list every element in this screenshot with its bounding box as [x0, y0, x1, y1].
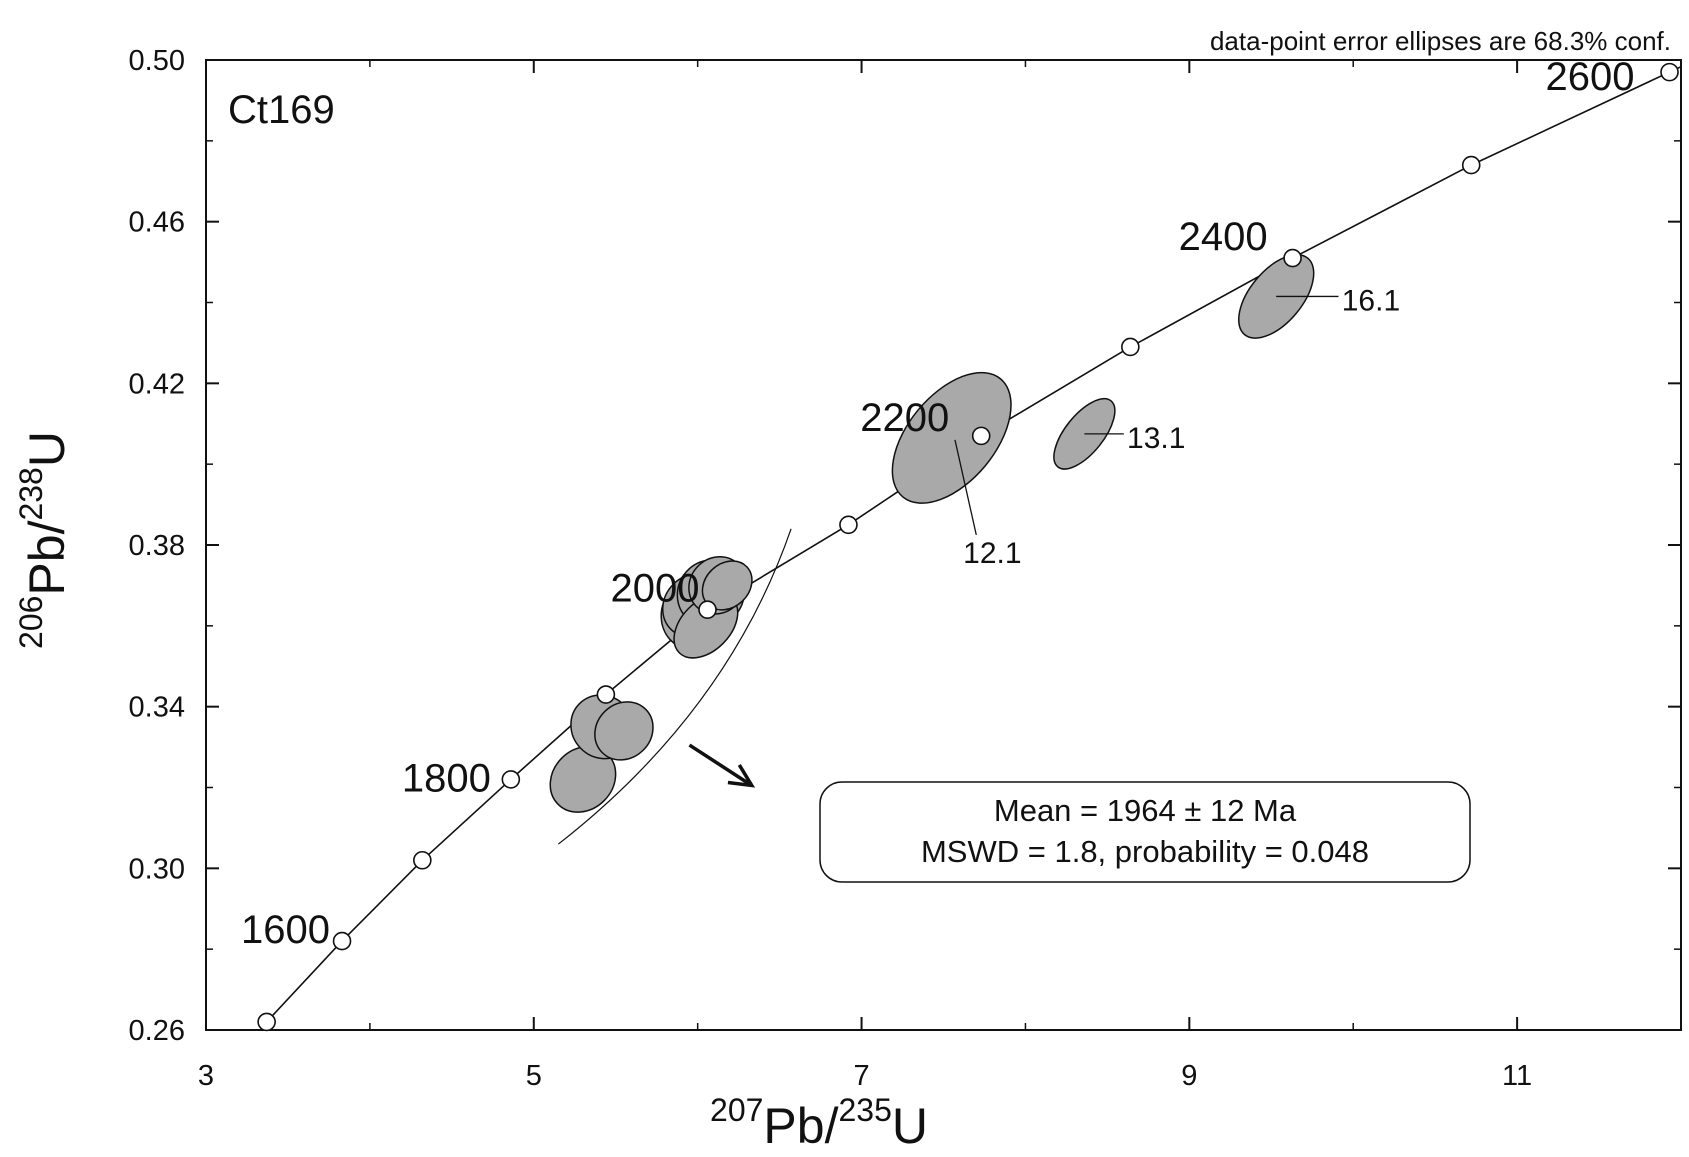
ellipse-label-12-1: 12.1 [963, 537, 1021, 570]
x-tick-label: 3 [198, 1060, 214, 1092]
error-ellipse-12-1 [891, 371, 1012, 504]
y-tick-label: 0.26 [129, 1015, 185, 1047]
error-ellipse [594, 701, 654, 761]
x-tick-label: 7 [853, 1060, 869, 1092]
x-axis-title-sup1: 207 [710, 1092, 763, 1128]
error-ellipses-group [549, 253, 1315, 813]
annotations-group: 1600 1800 2000 2200 2400 2600 12.1 13.1 16.1 [241, 55, 1634, 952]
y-axis-title-sup1: 206 [13, 596, 49, 649]
age-marker [1121, 337, 1140, 357]
age-marker [332, 931, 352, 951]
age-label-2200: 2200 [860, 396, 949, 440]
x-axis-title-sup2: 235 [838, 1092, 891, 1128]
age-marker [596, 685, 616, 704]
sample-label: Ct169 [228, 88, 335, 132]
age-label-2400: 2400 [1179, 215, 1268, 259]
y-tick-label: 0.30 [129, 853, 185, 885]
age-marker [971, 426, 991, 446]
age-label-2000: 2000 [611, 567, 700, 611]
result-box-frame [819, 781, 1471, 883]
y-tick-label: 0.34 [129, 692, 185, 724]
error-ellipse-13-1 [1053, 397, 1116, 470]
ellipse-label-13-1: 13.1 [1127, 422, 1185, 455]
x-axis-title-main1: Pb/ [763, 1098, 838, 1154]
y-axis-title-sup2: 238 [13, 467, 49, 520]
age-label-1600: 1600 [241, 908, 330, 952]
x-tick-label: 11 [1502, 1060, 1532, 1092]
age-marker [1283, 248, 1302, 268]
confidence-note: data-point error ellipses are 68.3% conf… [1210, 26, 1671, 56]
age-marker [501, 770, 521, 789]
age-marker [839, 515, 858, 535]
envelope-arc [557, 528, 792, 845]
age-marker [413, 850, 432, 870]
x-tick-label: 9 [1181, 1060, 1197, 1092]
age-marker [698, 600, 717, 619]
result-box: Mean = 1964 ± 12 Ma MSWD = 1.8, probabil… [819, 781, 1471, 883]
age-marker [1660, 62, 1679, 82]
y-tick-label: 0.38 [129, 530, 185, 562]
axes: 3 5 7 9 11 0.26 0.30 0.34 0.38 0.42 0.46 0.50 [129, 45, 1682, 1092]
arrow-shaft [688, 743, 753, 787]
age-label-1800: 1800 [402, 756, 491, 800]
x-axis-title-main2: U [892, 1098, 928, 1154]
age-label-2600: 2600 [1546, 55, 1635, 99]
y-tick-label: 0.46 [129, 207, 185, 239]
y-axis-title-main2: U [19, 431, 75, 467]
y-tick-label: 0.50 [129, 45, 185, 77]
arrow-head [727, 764, 756, 788]
mean-age-text: Mean = 1964 ± 12 Ma [994, 793, 1297, 828]
y-axis-title-main1: Pb/ [19, 520, 75, 595]
leader-line-12-1 [954, 439, 977, 536]
y-axis-title: 206Pb/238U [13, 431, 75, 649]
x-axis-title: 207Pb/235U [710, 1092, 928, 1154]
x-tick-label: 5 [526, 1060, 542, 1092]
age-marker [257, 1012, 276, 1032]
ellipse-label-16-1: 16.1 [1342, 284, 1400, 317]
y-tick-label: 0.42 [129, 368, 185, 400]
mswd-text: MSWD = 1.8, probability = 0.048 [921, 834, 1369, 869]
age-marker [1461, 155, 1481, 175]
age-markers-group [257, 62, 1679, 1032]
